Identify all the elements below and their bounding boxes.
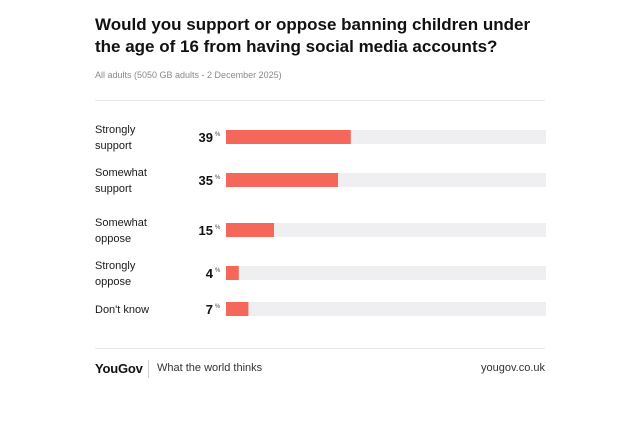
bottom-divider — [95, 348, 545, 349]
category-label-don-t-know: Don't know — [95, 304, 149, 316]
top-divider — [95, 100, 545, 101]
percent-sign-somewhat-oppose: % — [215, 225, 221, 231]
value-label-don-t-know: 7 — [206, 302, 213, 317]
category-label-strongly-oppose: Strongly oppose — [95, 260, 136, 288]
category-label-somewhat-support: Somewhat support — [95, 167, 147, 195]
bar-don-t-know — [226, 302, 249, 316]
bar-strongly-support — [226, 130, 351, 144]
bar-somewhat-oppose — [226, 223, 274, 237]
yougov-logo: YouGov — [95, 361, 143, 376]
bar-somewhat-support — [226, 173, 338, 187]
bar-track-somewhat-oppose — [226, 223, 546, 237]
bar-strongly-oppose — [226, 266, 239, 280]
footer-separator — [148, 360, 149, 378]
value-label-strongly-support: 39 — [199, 130, 213, 145]
value-label-strongly-oppose: 4 — [206, 266, 214, 281]
bar-track-strongly-oppose — [226, 266, 546, 280]
percent-sign-don-t-know: % — [215, 304, 221, 310]
percent-sign-strongly-support: % — [215, 132, 221, 138]
bar-track-don-t-know — [226, 302, 546, 316]
footer-site-link[interactable]: yougov.co.uk — [480, 362, 545, 374]
percent-sign-somewhat-support: % — [215, 175, 221, 181]
value-label-somewhat-oppose: 15 — [199, 223, 213, 238]
category-label-somewhat-oppose: Somewhat oppose — [95, 217, 147, 245]
category-label-strongly-support: Strongly support — [95, 124, 136, 152]
footer-tagline: What the world thinks — [157, 362, 263, 374]
value-label-somewhat-support: 35 — [199, 173, 213, 188]
chart-title: Would you support or oppose banning chil… — [95, 15, 531, 56]
chart-subtitle: All adults (5050 GB adults - 2 December … — [95, 70, 282, 80]
percent-sign-strongly-oppose: % — [215, 268, 221, 274]
